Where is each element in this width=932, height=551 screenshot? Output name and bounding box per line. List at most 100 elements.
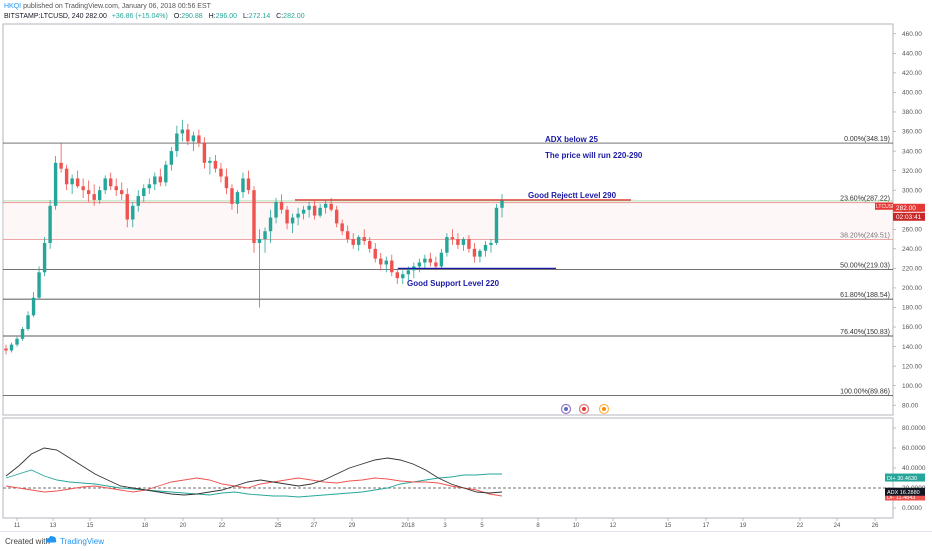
symbol-price-label: LTCUSD [876, 204, 896, 210]
candle-body [197, 135, 201, 144]
candle-body [384, 260, 388, 265]
indicator-series-adx [5, 447, 503, 496]
event-flag-icon-dot [602, 407, 606, 411]
price-tick-label: 240.00 [902, 246, 922, 253]
indicator-pane[interactable] [2, 417, 894, 519]
symbol-label[interactable]: BITSTAMP:LTCUSD, 240 [4, 13, 84, 20]
indicator-value-label-bg [885, 492, 925, 501]
candle-body [97, 190, 102, 200]
candle-body [70, 178, 74, 185]
candle-body [379, 258, 383, 265]
indicator-tick-label: 80.0000 [902, 425, 926, 432]
time-tick-label: 5 [480, 523, 484, 529]
candle-body [31, 297, 36, 316]
price-tick-label: 440.00 [902, 51, 922, 58]
candle-body [125, 194, 129, 220]
high-value: 296.00 [215, 13, 237, 20]
candle-body [345, 231, 350, 240]
publish-info: published on TradingView.com, January 06… [23, 3, 211, 10]
candle-body [142, 188, 146, 197]
candle-body [268, 217, 273, 232]
candle-body [103, 178, 107, 191]
candle-body [158, 176, 163, 183]
close-value: 282.00 [283, 13, 305, 20]
open-value: 290.88 [181, 13, 203, 20]
price-tick-label: 100.00 [902, 383, 922, 390]
price-tick-label: 380.00 [902, 109, 922, 116]
last-price: 282.00 [85, 13, 107, 20]
candle-body [434, 262, 438, 267]
candle-body [312, 205, 317, 216]
candle-body [59, 162, 63, 169]
candle-body [323, 203, 328, 208]
time-tick-label: 2018 [401, 523, 415, 529]
price-tick-label: 460.00 [902, 31, 922, 38]
candle-body [131, 205, 135, 220]
candle-body [428, 258, 433, 263]
chart-header: HKQI published on TradingView.com, Janua… [4, 2, 904, 24]
tradingview-brand[interactable]: TradingView [60, 537, 105, 546]
candle-body [180, 129, 185, 134]
candle-body [213, 160, 218, 169]
fib-band [3, 202, 893, 240]
candle-body [483, 244, 488, 251]
time-tick-label: 19 [740, 523, 747, 529]
fib-level-label: 50.00%(219.03) [840, 262, 890, 269]
time-tick-label: 26 [872, 523, 879, 529]
price-pane[interactable] [2, 23, 894, 416]
candle-body [208, 160, 212, 163]
candle-body [279, 201, 284, 210]
price-tick-label: 140.00 [902, 344, 922, 351]
candle-body [4, 348, 8, 351]
candle-body [15, 338, 19, 345]
time-tick-label: 12 [610, 523, 617, 529]
symbol-price-label-bg [875, 202, 893, 210]
price-tick-label: 420.00 [902, 70, 922, 77]
candle-body [257, 239, 262, 243]
price-tick-label: 340.00 [902, 148, 922, 155]
time-tick-label: 24 [834, 523, 841, 529]
candle-body [75, 178, 80, 187]
candle-body [285, 209, 289, 224]
time-tick-label: 22 [797, 523, 804, 529]
candle-body [439, 252, 444, 267]
candle-body [92, 194, 96, 200]
low-value: 272.14 [248, 13, 271, 20]
price-change: +36.86 (+15.04%) [111, 13, 168, 20]
open-label: O: [173, 13, 182, 20]
candle-body [296, 213, 300, 218]
candle-body [472, 248, 477, 257]
candle-body [494, 207, 499, 243]
candle-body [153, 176, 157, 185]
indicator-value-label: DI+ 30.4630 [887, 476, 917, 482]
countdown-label-bg [893, 212, 925, 221]
price-tick-label: 180.00 [902, 305, 922, 312]
candle-body [329, 203, 333, 210]
candle-body [301, 209, 306, 214]
candle-body [274, 201, 278, 218]
candle-body [500, 199, 504, 208]
price-tick-label: 300.00 [902, 187, 922, 194]
time-tick-label: 13 [50, 523, 57, 529]
indicator-series-di [5, 469, 502, 498]
price-tick-label: 360.00 [902, 129, 922, 136]
candle-body [401, 274, 405, 279]
author-link[interactable]: HKQI [4, 3, 22, 10]
chart-annotation: Good Rejectt Level 290 [528, 191, 617, 200]
candle-body [290, 217, 295, 224]
candle-body [406, 270, 411, 275]
time-tick-label: 17 [703, 523, 710, 529]
candle-body [456, 239, 460, 245]
candle-body [395, 272, 399, 279]
candle-body [423, 258, 427, 263]
last-price-label-bg [893, 203, 925, 212]
low-label: L: [242, 13, 249, 20]
candle-body [219, 168, 223, 177]
indicator-series-di [5, 477, 503, 497]
indicator-tick-label: 40.0000 [902, 465, 926, 472]
countdown-label: 02:03:41 [896, 214, 922, 221]
time-tick-label: 25 [275, 523, 282, 529]
chart-canvas[interactable]: 460.00440.00420.00400.00380.00360.00340.… [0, 0, 932, 531]
time-tick-label: 15 [87, 523, 94, 529]
candle-body [417, 262, 422, 267]
